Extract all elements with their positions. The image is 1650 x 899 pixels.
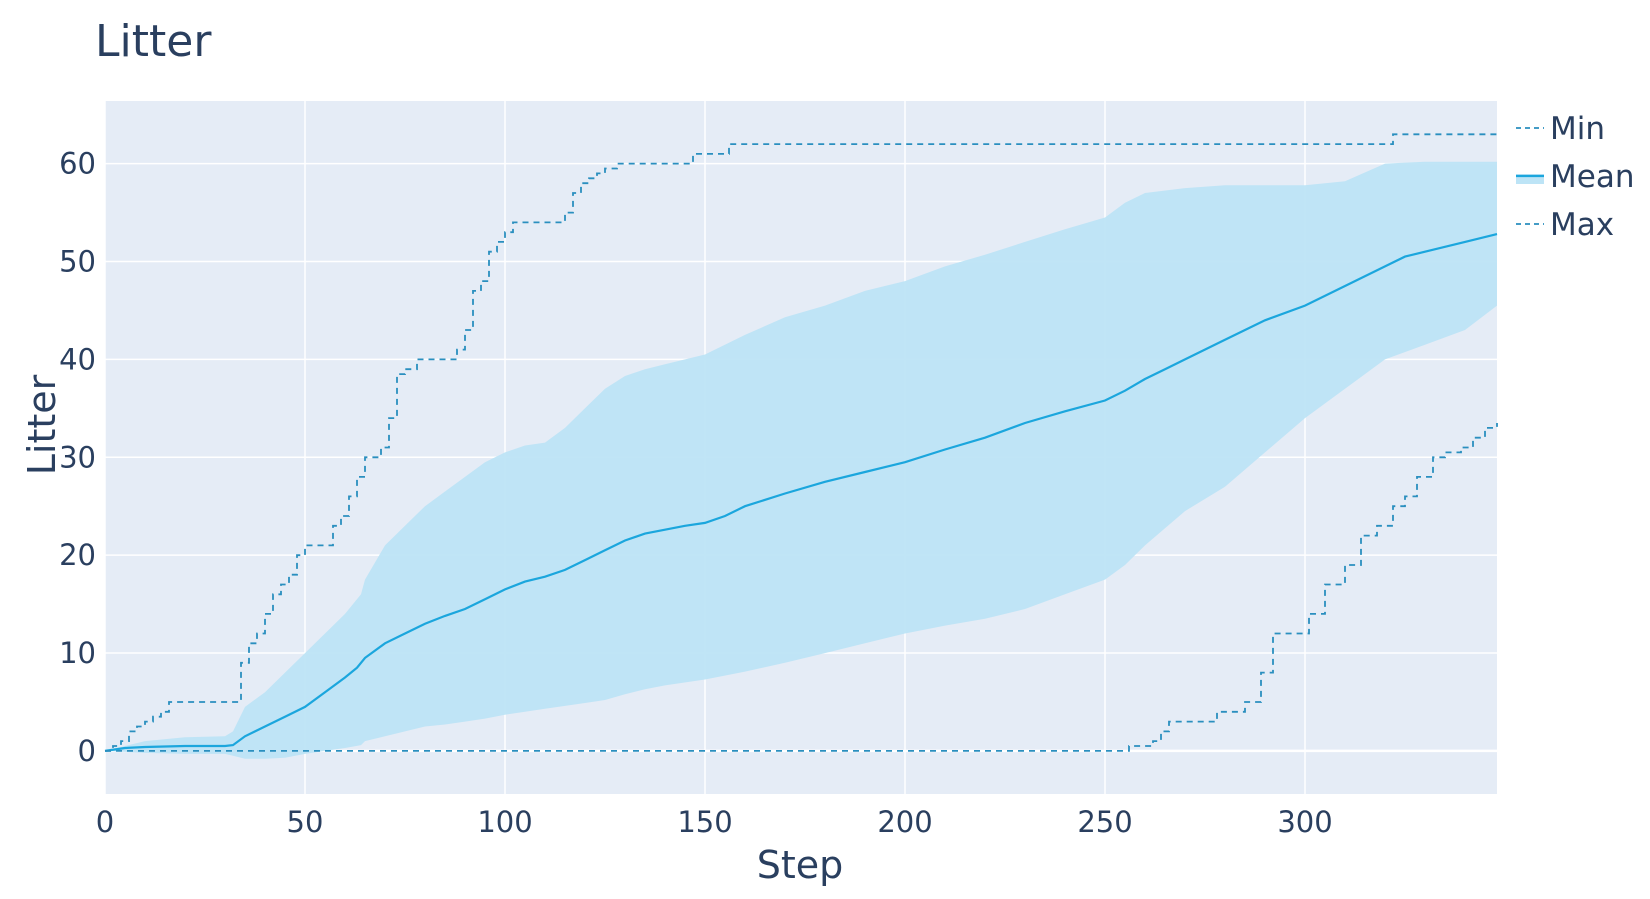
y-tick-label: 30: [59, 440, 96, 474]
y-axis-title: Litter: [20, 374, 64, 475]
x-tick-label: 50: [287, 805, 324, 839]
y-axis-ticks: 0 10 20 30 40 50 60: [59, 147, 96, 768]
series-lines: [104, 133, 1498, 752]
series-line-max[interactable]: [105, 133, 1497, 752]
legend-label: Max: [1550, 207, 1614, 243]
legend-label: Min: [1550, 111, 1605, 147]
x-tick-label: 0: [96, 805, 114, 839]
legend-label: Mean: [1550, 159, 1634, 195]
mean-range-band: [105, 161, 1497, 759]
band-layer: [105, 161, 1497, 759]
y-tick-label: 50: [59, 245, 96, 279]
x-tick-label: 200: [877, 805, 932, 839]
y-tick-label: 10: [59, 636, 96, 670]
y-tick-label: 20: [59, 538, 96, 572]
x-tick-label: 300: [1277, 805, 1332, 839]
x-axis-ticks: 0 50 100 150 200 250 300: [96, 805, 1333, 839]
legend-item-mean[interactable]: Mean: [1516, 159, 1634, 195]
series-line-mean[interactable]: [104, 233, 1498, 752]
y-tick-label: 40: [59, 342, 96, 376]
x-tick-label: 150: [677, 805, 732, 839]
legend: Min Mean Max: [1516, 111, 1634, 243]
x-tick-label: 250: [1077, 805, 1132, 839]
legend-item-max[interactable]: Max: [1516, 207, 1614, 243]
legend-swatch-band: [1516, 174, 1544, 184]
y-tick-label: 0: [78, 734, 96, 768]
legend-item-min[interactable]: Min: [1516, 111, 1605, 147]
x-axis-title: Step: [757, 843, 844, 887]
y-tick-label: 60: [59, 147, 96, 181]
chart-title: Litter: [95, 16, 212, 67]
x-tick-label: 100: [477, 805, 532, 839]
